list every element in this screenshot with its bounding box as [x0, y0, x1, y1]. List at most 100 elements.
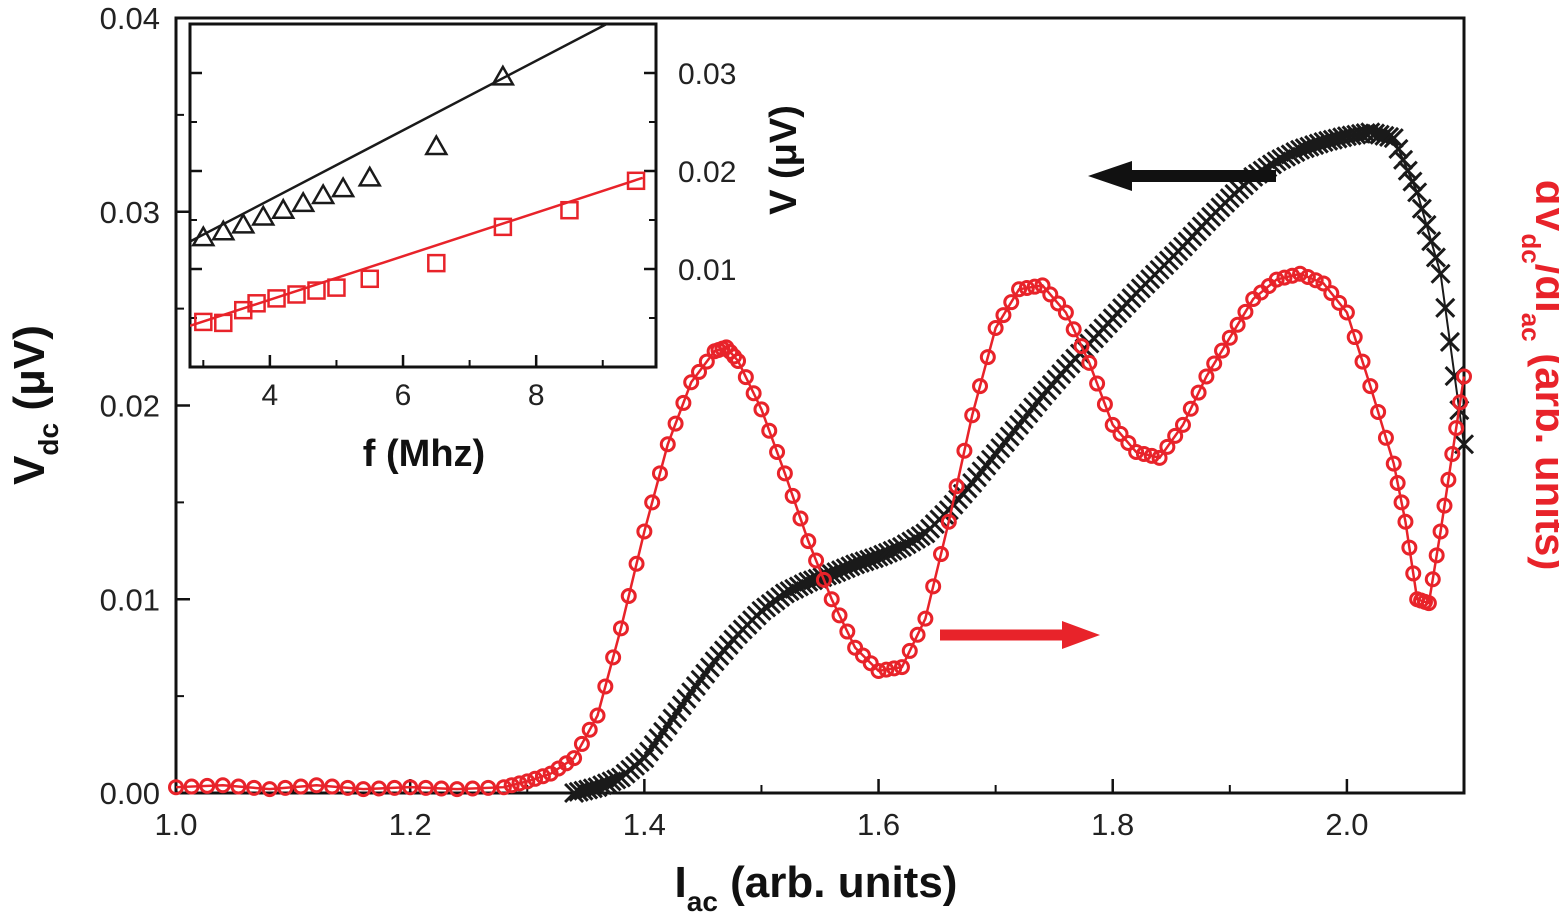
- left-y-title-rest: (μV): [5, 325, 54, 423]
- dvdi-point-circle: [1424, 571, 1441, 588]
- dvdi-point-circle: [605, 649, 622, 666]
- right-y-title-p1: dV: [1527, 180, 1559, 234]
- vdc-point-x: [1397, 160, 1418, 181]
- right-y-axis-title: dVdc/dIac (arb. units): [1516, 180, 1559, 571]
- dvdi-point-circle: [464, 780, 481, 797]
- dvdi-point-circle: [1393, 494, 1410, 511]
- dvdi-point-circle: [495, 779, 512, 796]
- vdc-point-x: [1425, 247, 1446, 268]
- right-y-title-sub2: ac: [1516, 313, 1546, 342]
- x-tick-label: 1.4: [623, 807, 666, 842]
- dvdi-point-circle: [1440, 471, 1457, 488]
- dvdi-point-circle: [839, 623, 856, 640]
- dvdi-point-circle: [527, 770, 544, 787]
- dvdi-point-circle: [1276, 269, 1293, 286]
- dvdi-point-circle: [651, 465, 668, 482]
- vdc-point-x: [1402, 171, 1423, 192]
- dvdi-point-circle: [308, 777, 325, 794]
- dvdi-point-circle: [1237, 303, 1254, 320]
- dvdi-point-circle: [987, 320, 1004, 336]
- vdc-point-x: [1421, 231, 1442, 252]
- dvdi-point-circle: [566, 750, 583, 767]
- dvdi-point-circle: [644, 494, 661, 511]
- vdc-point-x: [1411, 198, 1432, 219]
- vdc-point-x: [1416, 214, 1437, 235]
- inset-square-point: [287, 285, 306, 304]
- dvdi-point-circle: [995, 307, 1012, 324]
- y-tick-label: 0.00: [100, 776, 160, 811]
- inset-triangle-point: [490, 64, 516, 86]
- dvdi-point-circle: [1307, 272, 1324, 289]
- dvdi-point-circle: [417, 779, 434, 796]
- dvdi-point-circle: [1456, 368, 1472, 385]
- dvdi-point-circle: [503, 777, 520, 794]
- dvdi-point-circle: [168, 779, 184, 796]
- dvdi-point-circle: [901, 642, 918, 659]
- left-arrow-annotation: [1088, 161, 1276, 191]
- vdc-point-x: [1379, 126, 1400, 148]
- dvdi-point-circle: [1167, 427, 1184, 444]
- vdc-point-x: [1383, 128, 1404, 149]
- right-y-title-p2: /dI: [1527, 264, 1559, 313]
- dvdi-point-circle: [183, 778, 200, 795]
- vdc-point-x: [1435, 297, 1456, 318]
- dvdi-point-circle: [1174, 416, 1191, 433]
- dvdi-point-circle: [402, 779, 419, 796]
- dvdi-point-circle: [246, 779, 263, 796]
- vdc-point-x: [1430, 263, 1451, 284]
- dvdi-point-circle: [1065, 321, 1082, 338]
- dvdi-point-circle: [1284, 267, 1301, 284]
- x-tick-label: 1.6: [857, 807, 900, 842]
- right-y-title-sub1: dc: [1516, 233, 1546, 263]
- dvdi-point-circle: [199, 777, 216, 794]
- dvdi-point-circle: [1331, 294, 1348, 311]
- dvdi-point-circle: [1389, 475, 1406, 491]
- dvdi-point-circle: [449, 781, 466, 798]
- dvdi-point-circle: [1292, 265, 1309, 282]
- dvdi-point-circle: [815, 571, 832, 588]
- dvdi-point-circle: [956, 442, 973, 459]
- dvdi-point-circle: [769, 444, 786, 460]
- dvdi-point-circle: [823, 591, 840, 608]
- dvdi-point-circle: [1206, 355, 1223, 372]
- vdc-series-line: [573, 131, 1465, 794]
- inset-triangle-point: [424, 133, 449, 156]
- dvdi-point-circle: [1182, 400, 1199, 417]
- vdc-point-x: [1393, 149, 1414, 170]
- dvdi-point-circle: [979, 349, 996, 366]
- dvdi-point-circle: [940, 513, 957, 530]
- dvdi-point-circle: [1026, 278, 1043, 295]
- inset-square-point: [360, 269, 379, 289]
- dvdi-point-circle: [324, 778, 341, 795]
- dvdi-point-circle: [730, 352, 747, 369]
- dvdi-point-circle: [753, 401, 770, 418]
- x-tick-label: 1.2: [389, 807, 432, 842]
- vdc-point-x: [1407, 182, 1428, 203]
- dvdi-point-circle: [784, 487, 801, 504]
- inset-square-point: [427, 253, 446, 273]
- dvdi-point-circle: [1151, 449, 1168, 466]
- dvdi-point-circle: [620, 588, 637, 605]
- inset-square-point: [626, 171, 646, 191]
- dvdi-point-circle: [737, 369, 754, 386]
- dvdi-point-circle: [1143, 447, 1160, 464]
- dvdi-point-circle: [636, 523, 653, 540]
- dvdi-point-circle: [581, 721, 598, 738]
- x-tick-label: 1.8: [1091, 807, 1134, 842]
- dvdi-point-circle: [230, 778, 247, 795]
- dvdi-point-circle: [261, 781, 278, 798]
- inset-triangle-point: [310, 182, 336, 205]
- dvdi-point-circle: [386, 779, 403, 796]
- dvdi-point-circle: [1081, 354, 1098, 371]
- dvdi-point-circle: [433, 780, 450, 797]
- dvdi-point-circle: [1057, 304, 1074, 321]
- dvdi-point-circle: [893, 659, 910, 676]
- dvdi-point-circle: [1190, 384, 1207, 401]
- dvdi-point-circle: [1323, 285, 1340, 302]
- x-tick-label: 1.0: [154, 807, 197, 842]
- dvdi-series-line: [175, 272, 1466, 791]
- dvdi-point-circle: [1042, 286, 1059, 303]
- inset-y-title-rest: (μV): [763, 105, 805, 189]
- dvdi-point-circle: [1034, 277, 1051, 294]
- x-axis-title-sub: ac: [687, 886, 718, 917]
